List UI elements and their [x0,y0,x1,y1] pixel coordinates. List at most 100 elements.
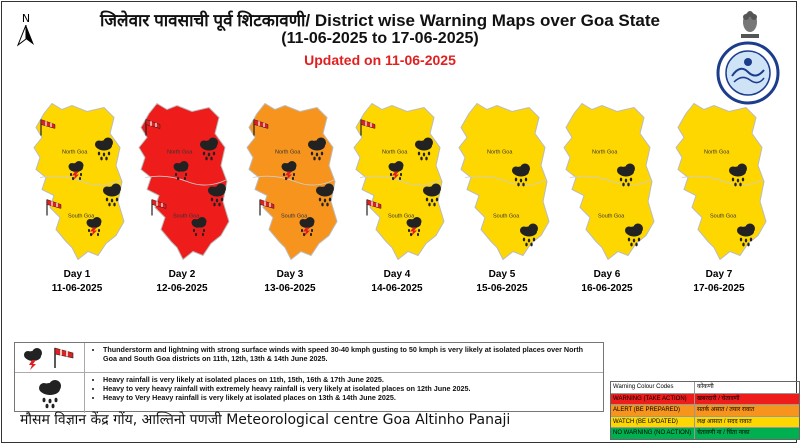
south-goa-label: South Goa [710,214,737,220]
north-goa-label: North Goa [167,150,193,156]
thunder-north-icon [388,161,404,181]
state-outline [675,102,767,261]
state-outline [353,102,445,261]
rain-north-icon [512,163,530,187]
thunder-south-icon [299,217,315,237]
rain-south-icon [625,223,643,247]
warning-colour-codes: Warning Colour Codes कोंकणी WARNING (TAK… [610,381,800,440]
windsock-north-icon [253,119,269,136]
south-goa-region [459,178,549,260]
thunder-south-icon [191,217,207,237]
district-map-day-2: North Goa South Goa [138,102,230,261]
day-date: 13-06-2025 [264,283,316,294]
district-boundary [464,175,548,186]
south-goa-label: South Goa [68,214,95,220]
day-date: 15-06-2025 [476,283,528,294]
district-boundary [681,175,765,186]
rain-mid-icon [316,183,334,207]
south-goa-label: South Goa [388,214,415,220]
north-goa-label: North Goa [275,150,301,156]
day-label-5: Day 5 15-06-2025 [457,268,547,296]
thunder-south-icon [406,217,422,237]
thunder-south-icon [86,217,102,237]
day-label-2: Day 2 12-06-2025 [137,268,227,296]
code-alert-mr: सतर्क असात / तयार रावात [697,407,755,413]
day-date: 14-06-2025 [371,283,423,294]
district-map-day-6: North Goa South Goa [563,102,655,261]
windsock-north-icon [360,119,376,136]
day-number: Day 1 [63,269,91,280]
footer-text: मौसम विज्ञान केंद्र गोंय, आल्तिनो पणजी M… [20,412,511,428]
state-outline [138,102,230,261]
legend-thunder-text: Thunderstorm and lightning with strong s… [93,345,597,363]
day-date: 11-06-2025 [51,283,103,294]
north-arrow: N [14,12,38,52]
codes-header-en: Warning Colour Codes [611,382,695,393]
legend-thunder-item: Thunderstorm and lightning with strong s… [103,345,597,363]
rain-north-icon [200,137,218,161]
north-goa-region [676,103,766,179]
north-goa-region [459,103,549,179]
state-outline [563,102,655,261]
legend-row-thunder: Thunderstorm and lightning with strong s… [15,343,603,373]
day-number: Day 7 [705,269,733,280]
imd-seal-icon [716,41,780,105]
day-label-6: Day 6 16-06-2025 [562,268,652,296]
rain-north-icon [95,137,113,161]
thunder-north-icon [68,161,84,181]
maps-row: North Goa South Goa Day 1 11-06-2025 North G… [0,100,800,300]
district-map-day-3: North Goa South Goa [246,102,338,261]
north-goa-label: North Goa [704,150,730,156]
north-goa-label: North Goa [382,150,408,156]
day-date: 17-06-2025 [693,283,745,294]
legend-thunder-icons [15,343,85,372]
codes-header-mr: कोंकणी [697,384,714,390]
day-number: Day 6 [593,269,621,280]
rain-south-icon [737,223,755,247]
north-goa-region [564,103,654,179]
code-no-warning-en: NO WARNING (NO ACTION) [611,428,695,439]
legend-row-rain: Heavy rainfall is very likely at isolate… [15,373,603,413]
code-warning-en: WARNING (TAKE ACTION) [611,393,695,404]
day-date: 16-06-2025 [581,283,633,294]
north-goa-label: North Goa [62,150,88,156]
district-map-day-5: North Goa South Goa [458,102,550,261]
district-boundary [39,175,123,186]
thunder-cloud-icon [24,348,42,370]
code-no-warning: NO WARNING (NO ACTION) चेतावणी ना / चिंत… [611,428,799,439]
windsock-north-icon [145,119,161,136]
south-goa-label: South Goa [173,214,200,220]
district-boundary [252,175,336,186]
district-map-day-1: North Goa South Goa [33,102,125,261]
day-date: 12-06-2025 [156,283,208,294]
legend-rain-item-2: Heavy to very heavy rainfall with extrem… [103,384,597,393]
code-no-warning-mr: चेतावणी ना / चिंता नाका [697,430,750,436]
south-goa-label: South Goa [493,214,520,220]
day-label-3: Day 3 13-06-2025 [245,268,335,296]
district-boundary [359,175,443,186]
legend-box: Thunderstorm and lightning with strong s… [14,342,604,413]
state-outline [246,102,338,261]
day-label-1: Day 1 11-06-2025 [32,268,122,296]
legend-rain-item-3: Heavy to Very Heavy rainfall is very lik… [103,393,597,402]
north-goa-label: North Goa [592,150,618,156]
windsock-south-icon [366,199,382,216]
rain-north-icon [308,137,326,161]
code-warning: WARNING (TAKE ACTION) खबरदारी / चेतावणी [611,393,799,405]
rain-south-icon [520,223,538,247]
windsock-south-icon [151,199,167,216]
state-outline [33,102,125,261]
rain-north-icon [415,137,433,161]
district-map-day-7: North Goa South Goa [675,102,767,261]
page-title: जिलेवार पावसाची पूर्व शिटकावणी/ District… [100,11,660,30]
south-goa-region [676,178,766,260]
district-boundary [569,175,653,186]
rain-north-icon [729,163,747,187]
code-watch: WATCH (BE UPDATED) लक्ष आसात / सदद रावात [611,416,799,428]
rain-cloud-icon [39,380,61,409]
code-watch-en: WATCH (BE UPDATED) [611,416,695,427]
legend-rain-icon [15,373,85,413]
rain-north-icon [617,163,635,187]
legend-rain-text: Heavy rainfall is very likely at isolate… [93,375,597,402]
